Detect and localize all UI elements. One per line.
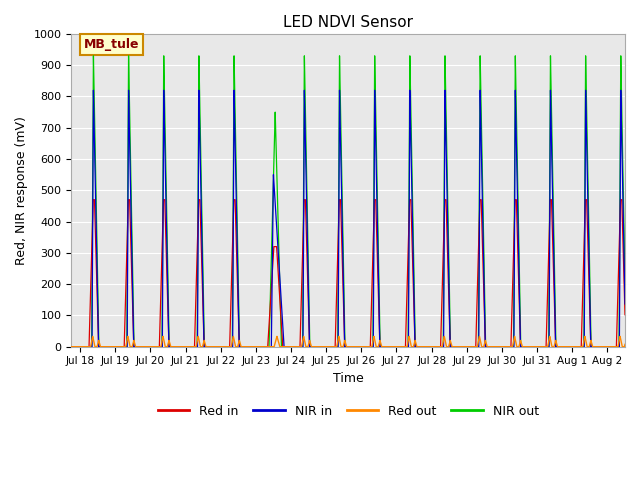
Title: LED NDVI Sensor: LED NDVI Sensor bbox=[283, 15, 413, 30]
X-axis label: Time: Time bbox=[333, 372, 364, 385]
Legend: Red in, NIR in, Red out, NIR out: Red in, NIR in, Red out, NIR out bbox=[152, 400, 543, 423]
Text: MB_tule: MB_tule bbox=[83, 38, 139, 51]
Y-axis label: Red, NIR response (mV): Red, NIR response (mV) bbox=[15, 116, 28, 265]
